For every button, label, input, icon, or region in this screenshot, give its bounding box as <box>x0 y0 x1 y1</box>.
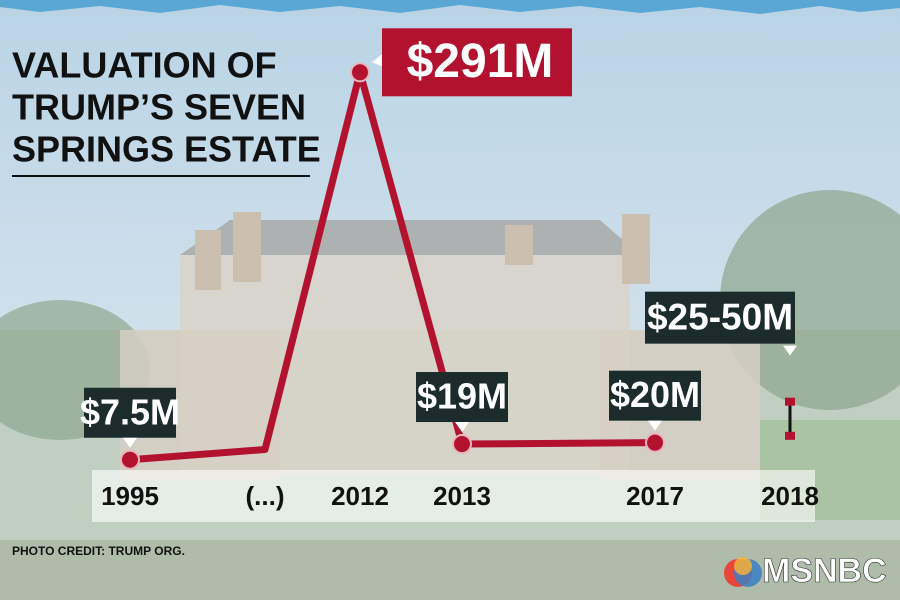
value-label-box <box>609 370 701 421</box>
axis-band <box>92 470 815 522</box>
label-pointer <box>783 345 797 356</box>
value-label: $20M <box>610 374 700 415</box>
value-label-box <box>84 387 176 438</box>
title-line: VALUATION OF <box>12 45 277 86</box>
value-label-box <box>416 372 508 423</box>
x-tick-label: 2012 <box>331 481 389 511</box>
value-label: $7.5M <box>80 391 180 432</box>
point <box>452 434 472 455</box>
range-high <box>785 397 795 406</box>
label-pointer <box>648 420 662 431</box>
point <box>645 432 665 453</box>
label-pointer <box>455 422 469 433</box>
value-label: $25-50M <box>647 296 793 337</box>
x-tick-label: 1995 <box>101 481 159 511</box>
title-line: TRUMP’S SEVEN <box>12 87 306 128</box>
x-tick-label: (...) <box>246 481 285 511</box>
value-label-box <box>645 291 795 344</box>
value-label: $19M <box>417 376 507 417</box>
x-tick-label: 2013 <box>433 481 491 511</box>
network: MSNBC <box>762 552 887 590</box>
network-logo: MSNBC <box>724 552 887 590</box>
point <box>120 449 140 470</box>
value-label-box <box>382 28 572 97</box>
x-tick-label: 2017 <box>626 481 684 511</box>
label-pointer <box>123 437 137 448</box>
label-pointer <box>372 54 382 67</box>
range-low <box>785 431 795 440</box>
photo-credit: PHOTO CREDIT: TRUMP ORG. <box>12 544 185 558</box>
point <box>350 62 370 83</box>
value-label: $291M <box>407 35 554 88</box>
title-line: SPRINGS ESTATE <box>12 129 321 170</box>
x-tick-label: 2018 <box>761 481 819 511</box>
